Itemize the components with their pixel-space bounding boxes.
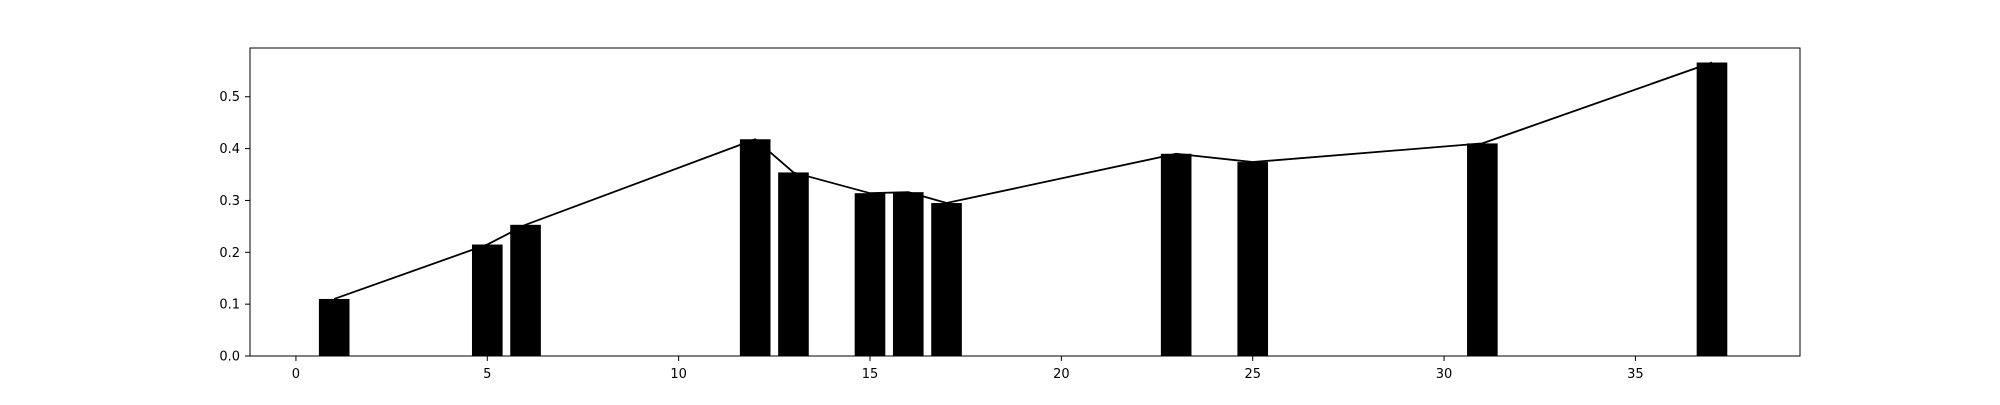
bar-31 — [1467, 143, 1498, 356]
bar-15 — [854, 193, 886, 356]
bar-25 — [1237, 162, 1269, 356]
bar-12 — [739, 139, 771, 356]
y-tick-label: 0.1 — [219, 298, 240, 313]
y-tick-label: 0.0 — [219, 350, 240, 365]
plot-frame — [249, 47, 1801, 357]
bar-17 — [931, 203, 962, 356]
bar-13 — [778, 172, 809, 356]
x-tick-label: 10 — [670, 367, 687, 382]
x-tick-label: 20 — [1053, 367, 1070, 382]
axes-layer: 0 5 10 15 20 25 30 35 0.0 0.1 0.2 0.3 0.4 0.5 — [219, 47, 1801, 382]
bar-37 — [1696, 62, 1728, 357]
y-tick-label: 0.5 — [219, 90, 240, 105]
x-tick-label: 35 — [1627, 367, 1644, 382]
x-tick-label: 0 — [292, 367, 300, 382]
bars-layer — [318, 62, 1728, 357]
y-tick-label: 0.4 — [219, 142, 240, 157]
x-tick-label: 5 — [483, 367, 491, 382]
series-line — [333, 61, 1713, 300]
x-tick-label: 30 — [1436, 367, 1453, 382]
bar-23 — [1160, 153, 1192, 356]
bar-5 — [471, 244, 503, 356]
bar-6 — [510, 224, 541, 356]
line-layer — [333, 61, 1713, 300]
bar-16 — [892, 192, 924, 356]
x-tick-label: 15 — [862, 367, 879, 382]
bar-1 — [318, 298, 350, 356]
y-tick-label: 0.2 — [219, 246, 240, 261]
y-tick-label: 0.3 — [219, 194, 240, 209]
x-tick-label: 25 — [1244, 367, 1261, 382]
